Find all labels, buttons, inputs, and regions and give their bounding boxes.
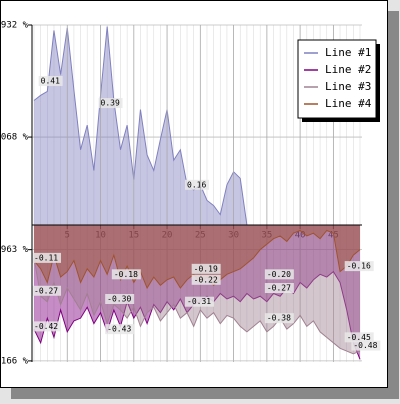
annotation: -0.11: [32, 252, 61, 263]
annotation-text: -0.27: [34, 286, 58, 295]
line: [33, 257, 361, 355]
annotation-text: 0.16: [187, 180, 206, 189]
x-tick-label: 10: [95, 231, 106, 241]
x-tick-label: 40: [295, 231, 306, 241]
annotation-text: -0.22: [194, 275, 218, 284]
annotation-text: -0.43: [107, 325, 131, 334]
annotation-text: -0.48: [353, 341, 377, 350]
annotation: -0.22: [191, 274, 221, 285]
annotation-box: [111, 269, 141, 280]
x-tick-label: 25: [195, 231, 206, 241]
annotation-text: -0.27: [267, 284, 291, 293]
annotation: 0.41: [38, 76, 63, 87]
annotation: -0.42: [32, 321, 61, 332]
annotation-box: [344, 332, 374, 343]
annotation: -0.30: [105, 293, 135, 304]
annotation-text: -0.20: [267, 270, 291, 279]
annotation: -0.20: [264, 269, 294, 280]
annotation-box: [351, 340, 381, 351]
annotation: -0.31: [185, 296, 215, 307]
annotation-box: [191, 263, 221, 274]
annotation-text: 0.39: [101, 99, 120, 108]
annotation-text: -0.11: [34, 253, 58, 262]
annotation-box: [264, 313, 294, 324]
annotation: -0.38: [264, 313, 294, 324]
annotation-box: [105, 324, 135, 335]
annotation: 0.39: [98, 98, 123, 109]
annotation: -0.48: [351, 340, 381, 351]
annotation: -0.27: [32, 285, 61, 296]
area: [34, 225, 360, 360]
x-tick-label: 15: [128, 231, 139, 241]
annotation: -0.43: [105, 324, 135, 335]
y-tick-label: -0.963 %: [0, 245, 29, 255]
annotation-box: [191, 274, 221, 285]
annotation-box: [344, 261, 374, 272]
x-tick-label: 30: [228, 231, 239, 241]
y-tick-label: 0.932 %: [0, 21, 29, 31]
annotation-text: -0.38: [267, 314, 291, 323]
annotation-text: -0.45: [347, 333, 371, 342]
annotation-box: [32, 321, 61, 332]
x-tick-label: 5: [65, 231, 70, 241]
area: [34, 26, 247, 225]
annotation-box: [98, 98, 123, 109]
legend-label: Line #2: [325, 63, 371, 76]
y-tick-label: 0.068 %: [0, 133, 29, 143]
annotation-text: -0.42: [34, 322, 58, 331]
annotation-box: [105, 293, 135, 304]
annotation: -0.27: [264, 283, 294, 294]
annotation-box: [185, 296, 215, 307]
legend: Line #1 Line #2 Line #3 Line #4: [297, 39, 380, 122]
annotation-box: [185, 179, 210, 190]
area: [34, 225, 360, 354]
legend-label: Line #4: [325, 97, 372, 110]
annotation: -0.18: [111, 269, 141, 280]
area: [34, 225, 360, 289]
annotation-box: [264, 283, 294, 294]
annotation: -0.45: [344, 332, 374, 343]
annotation: -0.16: [344, 261, 374, 272]
annotation-text: -0.30: [107, 294, 131, 303]
annotation-box: [38, 76, 63, 87]
annotation: -0.19: [191, 263, 221, 274]
annotation-text: -0.16: [347, 262, 371, 271]
annotation-text: 0.41: [41, 77, 60, 86]
annotation-box: [32, 252, 61, 263]
line: [33, 26, 248, 226]
annotation-text: -0.31: [187, 297, 211, 306]
annotation-text: -0.18: [114, 270, 138, 279]
annotation-box: [264, 269, 294, 280]
legend-label: Line #1: [325, 46, 371, 59]
legend-label: Line #3: [325, 80, 371, 93]
x-tick-label: 35: [261, 231, 272, 241]
annotation-text: -0.19: [194, 264, 218, 273]
annotation: 0.16: [185, 179, 210, 190]
annotation-box: [32, 285, 61, 296]
y-tick-label: -0.166 %: [0, 356, 29, 366]
x-tick-label: 20: [162, 231, 173, 241]
